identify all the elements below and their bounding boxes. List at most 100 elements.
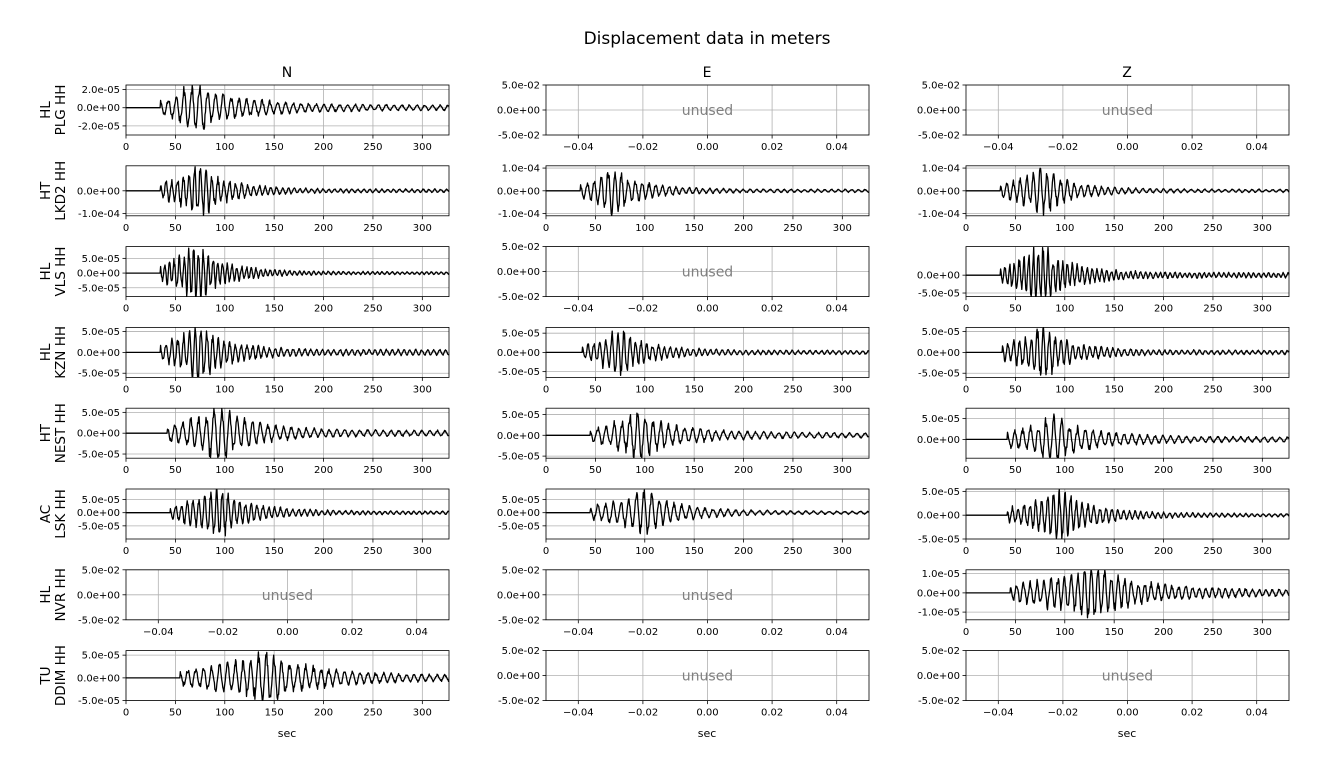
x-tick-label: 50: [169, 384, 182, 395]
axes-frame: [125, 650, 450, 701]
panel-grid: HLPLG HH0 50 100 150 200 250 3002.0e-050.0e+00…: [38, 81, 1290, 719]
y-tick-label: 0.0e+00: [497, 508, 540, 519]
x-axis-label-z: sec: [1118, 727, 1137, 740]
x-tick-label: 300: [833, 465, 852, 476]
y-tick-label: -1.0e-04: [918, 209, 960, 220]
y-tick-label: 0.0e+00: [77, 590, 120, 601]
waveform-trace: [125, 488, 450, 537]
x-tick-label: 50: [169, 465, 182, 476]
unused-label: unused: [682, 588, 733, 604]
x-tick-label: 300: [413, 142, 432, 153]
y-tick-label: -5.0e-02: [498, 131, 540, 142]
station-code-label: NEST HH: [53, 403, 69, 463]
x-tick-label: 50: [589, 384, 602, 395]
waveform-trace: [125, 327, 450, 378]
x-tick-label: 150: [1105, 627, 1124, 638]
y-tick-label: -2.0e-05: [78, 121, 120, 132]
x-tick-label: 0: [543, 546, 549, 557]
y-tick-label: 0.0e+00: [917, 271, 960, 282]
waveform-trace: [545, 489, 870, 535]
x-tick-label: 0: [123, 223, 129, 234]
unused-label: unused: [682, 103, 733, 119]
x-tick-label: 150: [265, 304, 284, 315]
y-tick-label: -1.0e-04: [78, 209, 120, 220]
x-tick-label: 0: [963, 304, 969, 315]
x-tick-label: 100: [215, 708, 234, 719]
x-tick-label: 250: [363, 142, 382, 153]
panel-lkd2-e: 0 50 100 150 200 250 300 1.0e-04 0.0e+00 -1.0e-04: [497, 164, 870, 234]
x-tick-label: 0.02: [341, 627, 363, 638]
x-tick-label: −0.02: [628, 708, 659, 719]
x-tick-label: 250: [1203, 304, 1222, 315]
x-tick-label: 0: [963, 465, 969, 476]
x-tick-label: 300: [1253, 223, 1272, 234]
waveform-trace: [125, 651, 450, 701]
axes-frame: [965, 569, 1290, 621]
station-label-vls: HLVLS HH: [38, 247, 69, 297]
x-tick-label: 300: [1253, 627, 1272, 638]
y-tick-label: -1.0e-04: [498, 209, 540, 220]
x-tick-label: 100: [1055, 465, 1074, 476]
y-tick-label: 5.0e-02: [922, 81, 960, 92]
axes-frame: [965, 407, 1290, 459]
y-tick-label: 5.0e-02: [502, 565, 540, 576]
figure-title: Displacement data in meters: [584, 29, 831, 49]
y-tick-label: -5.0e-05: [498, 452, 540, 463]
axes-frame: [965, 165, 1290, 217]
x-tick-label: 300: [413, 465, 432, 476]
x-tick-label: 250: [363, 546, 382, 557]
y-tick-label: 1.0e-04: [922, 164, 960, 175]
x-tick-label: 0.04: [826, 304, 848, 315]
axes-frame: [965, 84, 1290, 136]
x-tick-label: 0.00: [276, 627, 298, 638]
column-title-n: N: [282, 65, 292, 81]
x-tick-label: 200: [314, 142, 333, 153]
y-tick-label: 5.0e-05: [922, 327, 960, 338]
x-tick-label: 50: [1009, 223, 1022, 234]
x-tick-label: 250: [1203, 465, 1222, 476]
x-tick-label: 100: [215, 304, 234, 315]
station-code-label: DDIM HH: [53, 645, 69, 706]
station-label-nest: HTNEST HH: [38, 403, 69, 463]
x-tick-label: 100: [635, 384, 654, 395]
station-network-label: HL: [38, 262, 54, 280]
x-tick-label: 200: [1154, 223, 1173, 234]
x-tick-label: 200: [734, 223, 753, 234]
x-tick-label: 200: [314, 546, 333, 557]
x-tick-label: 200: [314, 708, 333, 719]
waveform-trace: [965, 327, 1290, 376]
x-tick-label: 50: [589, 223, 602, 234]
y-tick-label: -1.0e-05: [918, 608, 960, 619]
x-tick-label: 200: [1154, 304, 1173, 315]
x-tick-label: 0: [123, 304, 129, 315]
waveform-trace: [545, 412, 870, 459]
x-tick-label: 50: [169, 304, 182, 315]
x-tick-label: 200: [314, 304, 333, 315]
x-tick-label: 250: [363, 465, 382, 476]
y-tick-label: 5.0e-05: [502, 410, 540, 421]
waveform-trace: [125, 166, 450, 216]
panel-lkd2-n: 0 50 100 150 200 250 300 0.0e+00 -1.0e-04: [77, 165, 450, 234]
y-tick-label: 0.0e+00: [77, 348, 120, 359]
x-tick-label: 0: [123, 384, 129, 395]
x-tick-label: 100: [635, 465, 654, 476]
unused-label: unused: [682, 265, 733, 281]
axes-frame: [965, 650, 1290, 701]
x-tick-label: 150: [685, 223, 704, 234]
panel-nest-z: 0 50 100 150 200 250 300 5.0e-05 0.0e+00: [917, 407, 1290, 476]
waveform-trace: [965, 413, 1290, 459]
x-tick-label: 0.02: [761, 627, 783, 638]
x-tick-label: 50: [1009, 304, 1022, 315]
x-tick-label: 100: [635, 223, 654, 234]
x-tick-label: 150: [685, 465, 704, 476]
waveform-trace: [545, 171, 870, 216]
x-tick-label: −0.04: [143, 627, 174, 638]
y-tick-label: 5.0e-05: [82, 327, 120, 338]
axes-frame: [965, 246, 1290, 298]
y-tick-label: 0.0e+00: [497, 671, 540, 682]
y-tick-label: -5.0e-02: [498, 696, 540, 707]
x-tick-label: −0.04: [983, 142, 1014, 153]
y-tick-label: -5.0e-05: [78, 283, 120, 294]
axes-frame: [125, 488, 450, 540]
unused-label: unused: [1102, 669, 1153, 685]
